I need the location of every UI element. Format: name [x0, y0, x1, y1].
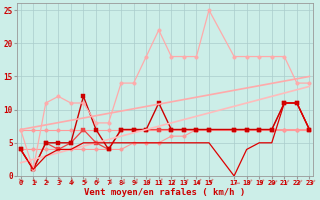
Text: ↑: ↑ [79, 175, 86, 182]
Text: ↑: ↑ [27, 175, 36, 183]
Text: ↑: ↑ [156, 175, 163, 182]
X-axis label: Vent moyen/en rafales ( km/h ): Vent moyen/en rafales ( km/h ) [84, 188, 246, 197]
Text: ↑: ↑ [169, 175, 176, 182]
Text: ↑: ↑ [106, 175, 112, 182]
Text: ↑: ↑ [53, 175, 61, 183]
Text: ↑: ↑ [257, 175, 265, 183]
Text: ↑: ↑ [66, 175, 74, 182]
Text: ↑: ↑ [93, 175, 99, 181]
Text: ↑: ↑ [206, 175, 214, 183]
Text: ↑: ↑ [283, 175, 291, 184]
Text: ↑: ↑ [118, 175, 124, 182]
Text: ↑: ↑ [40, 175, 48, 183]
Text: ↑: ↑ [181, 175, 189, 183]
Text: ↑: ↑ [270, 175, 278, 183]
Text: ↑: ↑ [194, 175, 202, 183]
Text: ↑: ↑ [295, 175, 303, 184]
Text: ↑: ↑ [131, 175, 138, 182]
Text: ↑: ↑ [234, 178, 240, 184]
Text: ↑: ↑ [244, 175, 253, 183]
Text: ↑: ↑ [14, 176, 22, 184]
Text: ↑: ↑ [308, 175, 316, 184]
Text: ↑: ↑ [143, 175, 151, 182]
